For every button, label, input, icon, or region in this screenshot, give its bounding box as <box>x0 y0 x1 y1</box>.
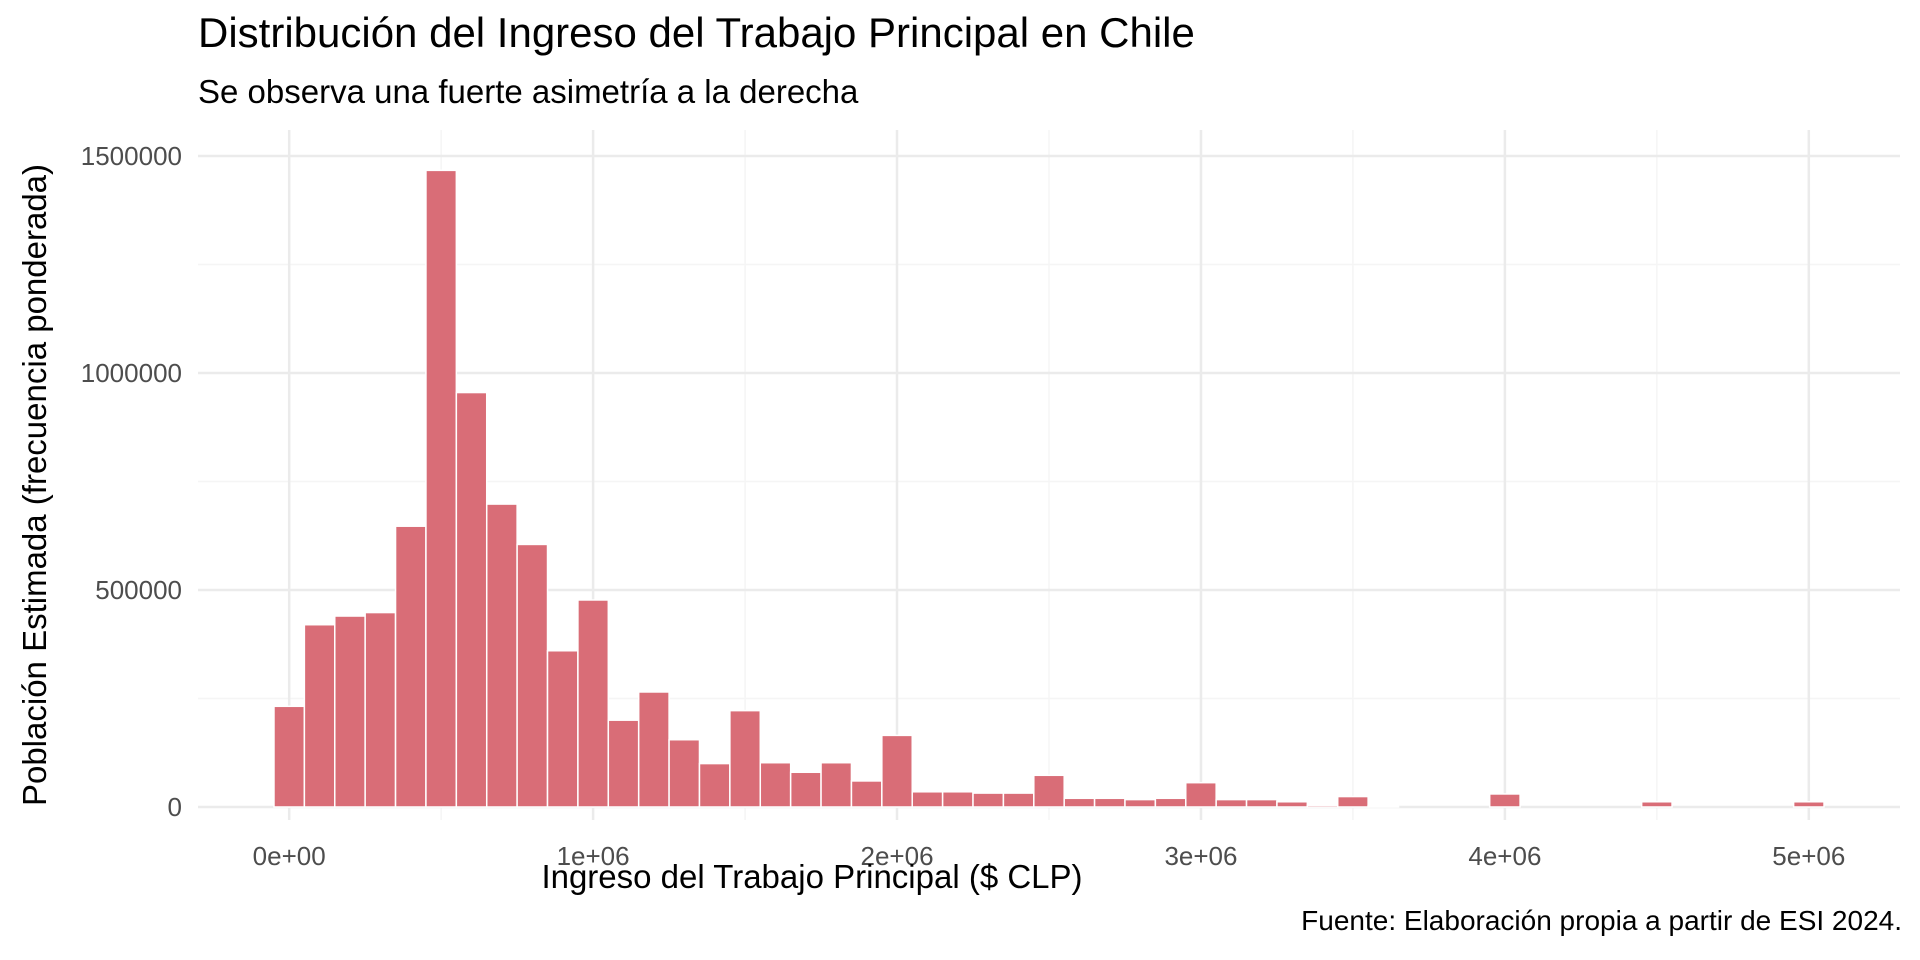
chart-subtitle: Se observa una fuerte asimetría a la der… <box>198 73 859 110</box>
histogram-bar <box>303 623 336 808</box>
histogram-bar <box>425 169 458 808</box>
histogram-bar <box>637 691 670 808</box>
histogram-bar <box>668 738 701 808</box>
histogram-bar <box>1063 797 1096 808</box>
histogram-bar <box>698 762 731 808</box>
histogram-bar <box>485 503 518 808</box>
histogram-bars <box>273 169 1825 808</box>
chart-title: Distribución del Ingreso del Trabajo Pri… <box>198 9 1195 56</box>
histogram-bar <box>759 761 792 808</box>
y-axis-title: Población Estimada (frecuencia ponderada… <box>16 164 53 806</box>
histogram-bar <box>455 391 488 808</box>
histogram-bar <box>334 615 366 808</box>
histogram-bar <box>881 734 913 808</box>
histogram-bar <box>1124 798 1157 808</box>
x-axis-tick-labels: 0e+00 1e+06 2e+06 3e+06 4e+06 5e+06 <box>253 841 1846 871</box>
histogram-bar <box>1245 798 1278 808</box>
y-tick-label: 500000 <box>95 575 182 605</box>
histogram-bar <box>911 791 944 808</box>
x-tick-label: 1e+06 <box>557 841 630 871</box>
x-tick-label: 5e+06 <box>1772 841 1845 871</box>
histogram-bar <box>1276 801 1309 808</box>
histogram-bar <box>1488 793 1521 808</box>
histogram-bar <box>1033 774 1065 808</box>
chart-caption: Fuente: Elaboración propia a partir de E… <box>1301 905 1902 936</box>
x-tick-label: 2e+06 <box>861 841 934 871</box>
histogram-bar <box>850 780 883 808</box>
histogram-bar <box>546 650 579 808</box>
histogram-bar <box>607 719 640 808</box>
histogram-bar <box>394 525 427 808</box>
histogram-bar <box>1215 798 1248 808</box>
histogram-bar <box>1185 781 1217 808</box>
y-tick-label: 1500000 <box>81 141 182 171</box>
y-tick-label: 1000000 <box>81 358 182 388</box>
y-axis-tick-labels: 0 500000 1000000 1500000 <box>81 141 182 822</box>
histogram-bar <box>789 771 822 808</box>
x-tick-label: 0e+00 <box>253 841 326 871</box>
histogram-bar <box>972 792 1005 808</box>
histogram-bar <box>1093 797 1126 808</box>
histogram-bar <box>820 761 853 808</box>
histogram-bar <box>1367 804 1400 808</box>
histogram-bar <box>1640 801 1673 808</box>
histogram-bar <box>1306 804 1339 808</box>
histogram-bar <box>364 611 397 808</box>
histogram-bar <box>1792 801 1825 808</box>
histogram-bar <box>1154 797 1187 808</box>
histogram-bar <box>1336 795 1369 808</box>
histogram-bar <box>516 543 549 808</box>
x-tick-label: 3e+06 <box>1164 841 1237 871</box>
major-gridlines <box>198 130 1900 820</box>
histogram-bar <box>577 599 610 808</box>
histogram-bar <box>729 709 762 808</box>
histogram-bar <box>273 705 306 808</box>
y-tick-label: 0 <box>168 792 182 822</box>
histogram-bar <box>941 791 974 808</box>
x-axis-title: Ingreso del Trabajo Principal ($ CLP) <box>541 858 1082 895</box>
x-tick-label: 4e+06 <box>1468 841 1541 871</box>
histogram-bar <box>1002 792 1035 808</box>
